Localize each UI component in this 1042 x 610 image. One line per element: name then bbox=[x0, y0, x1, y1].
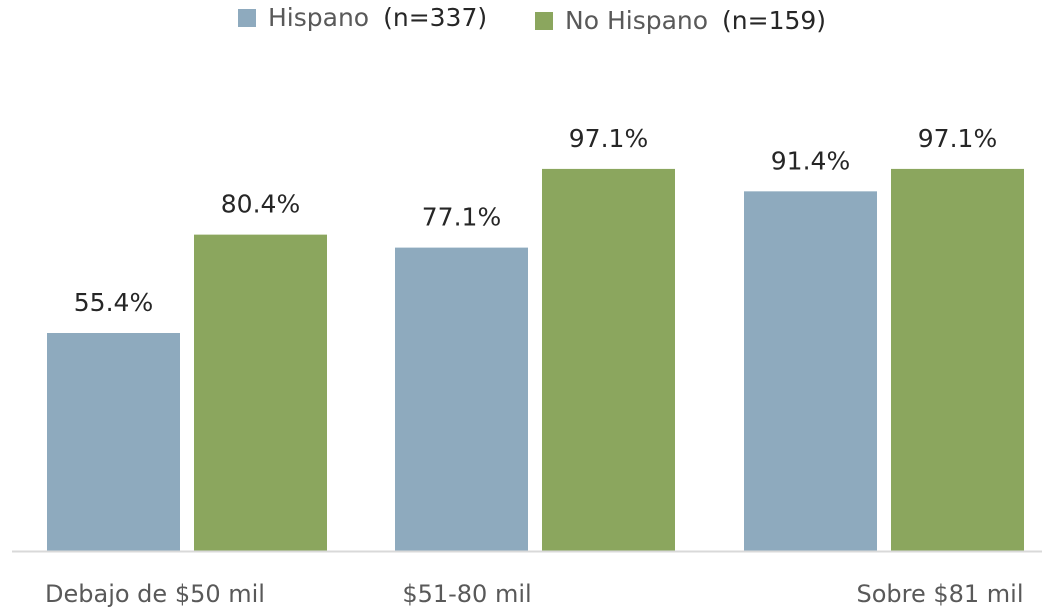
category-label-3: Sobre $81 mil bbox=[856, 580, 1023, 608]
bar-hispano-2 bbox=[395, 247, 528, 551]
legend-label-no-hispano: No Hispano bbox=[565, 6, 709, 35]
data-label-hispano-3: 91.4% bbox=[771, 146, 850, 175]
bar-hispano-3 bbox=[744, 191, 877, 551]
data-label-no-hispano-1: 80.4% bbox=[221, 190, 300, 219]
bar-no-hispano-3 bbox=[891, 168, 1024, 551]
legend-count-hispano: (n=337) bbox=[383, 3, 488, 32]
category-label-2: $51-80 mil bbox=[402, 580, 531, 608]
bar-no-hispano-1 bbox=[194, 234, 327, 551]
data-label-no-hispano-3: 97.1% bbox=[918, 124, 997, 153]
data-label-no-hispano-2: 97.1% bbox=[569, 124, 648, 153]
bar-no-hispano-2 bbox=[542, 168, 675, 551]
legend-swatch-no-hispano bbox=[535, 11, 553, 30]
data-label-hispano-1: 55.4% bbox=[74, 288, 153, 317]
legend-item-no-hispano: No Hispano (n=159) bbox=[535, 6, 826, 35]
legend-item-hispano: Hispano (n=337) bbox=[238, 3, 487, 32]
legend-count-no-hispano: (n=159) bbox=[722, 6, 827, 35]
legend-label-hispano: Hispano bbox=[268, 3, 370, 32]
data-label-hispano-2: 77.1% bbox=[422, 203, 501, 232]
legend-swatch-hispano bbox=[238, 8, 256, 27]
chart-legend: Hispano (n=337) No Hispano (n=159) bbox=[0, 0, 1042, 44]
category-label-1: Debajo de $50 mil bbox=[45, 580, 265, 608]
bar-hispano-1 bbox=[47, 333, 180, 551]
